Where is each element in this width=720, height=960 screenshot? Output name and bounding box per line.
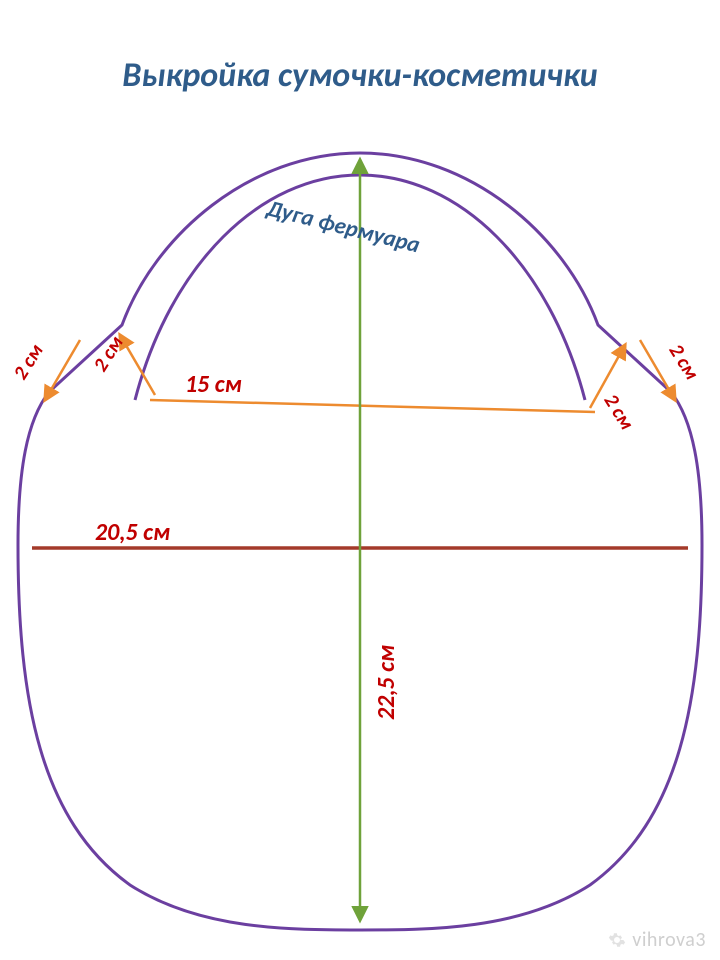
watermark: vihrova3 (608, 928, 706, 952)
width-205-label: 20,5 см (95, 518, 170, 547)
gear-icon (608, 931, 626, 949)
width-15-line (150, 400, 595, 412)
watermark-text: vihrova3 (632, 928, 706, 952)
pattern-diagram (0, 0, 720, 960)
width-15-label: 15 см (185, 370, 242, 399)
height-225-label: 22,5 см (372, 645, 401, 720)
